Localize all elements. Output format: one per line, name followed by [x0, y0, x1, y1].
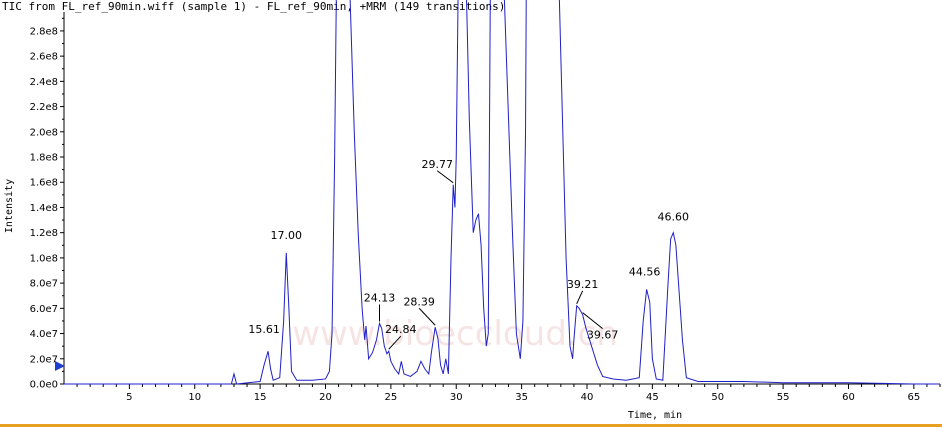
peak-label: 24.13	[364, 291, 396, 304]
peak-label-leader	[582, 312, 603, 330]
peak-label-leader	[576, 290, 584, 305]
x-tick-label: 5	[126, 392, 132, 403]
y-tick-label: 2.6e8	[30, 52, 58, 63]
y-tick-label: 1.2e8	[30, 228, 58, 239]
bottom-border	[0, 424, 942, 427]
y-tick-label: 4.0e7	[30, 329, 58, 340]
tic-trace-line	[64, 0, 940, 385]
peak-label-leader	[436, 170, 454, 184]
peak-label: 15.61	[248, 323, 280, 336]
peak-label-leader	[388, 335, 402, 350]
x-tick-label: 50	[711, 392, 724, 403]
y-tick-label: 2.8e8	[30, 26, 58, 37]
peak-label: 29.77	[421, 158, 453, 171]
annotation-group: 15.6117.0021.0824.1324.8428.3929.7730.38…	[248, 158, 690, 350]
peak-label: 24.84	[385, 323, 417, 336]
x-tick-label: 30	[450, 392, 463, 403]
y-axis-label: Intensity	[4, 179, 15, 233]
x-axis-label: Time, min	[628, 410, 682, 421]
peak-label: 17.00	[271, 229, 303, 242]
peak-label: 39.67	[587, 329, 619, 342]
x-tick-label: 60	[842, 392, 855, 403]
chart-title: TIC from FL_ref_90min.wiff (sample 1) - …	[2, 0, 506, 13]
x-tick-label: 55	[777, 392, 790, 403]
x-tick-label: 45	[646, 392, 659, 403]
x-tick-label: 35	[515, 392, 528, 403]
trace-group	[64, 0, 940, 385]
y-tick-label: 2.0e8	[30, 127, 58, 138]
y-tick-label: 8.0e7	[30, 279, 58, 290]
x-tick-label: 15	[254, 392, 267, 403]
y-tick-label: 2.4e8	[30, 77, 58, 88]
y-tick-label: 0.0e0	[30, 380, 58, 391]
y-tick-label: 2.0e7	[30, 354, 58, 365]
x-tick-label: 65	[907, 392, 920, 403]
axes: 0.0e0 2.0e7 4.0e7 6.0e7 8.0e7 1.0e8 1.2e8 1.4e8…	[30, 12, 941, 403]
peak-label: 46.60	[658, 211, 690, 224]
y-tick-label: 6.0e7	[30, 304, 58, 315]
x-tick-label: 40	[581, 392, 594, 403]
peak-label: 39.21	[567, 278, 599, 291]
peak-label-leader	[418, 307, 436, 326]
peak-label: 28.39	[403, 295, 435, 308]
watermark: www.bioeccloud.cn	[292, 314, 618, 354]
y-tick-label: 2.2e8	[30, 102, 58, 113]
baseline-marker-icon	[55, 361, 65, 371]
y-tick-label: 1.0e8	[30, 253, 58, 264]
peak-label: 44.56	[629, 265, 661, 278]
x-tick-label: 20	[319, 392, 332, 403]
y-tick-label: 1.4e8	[30, 203, 58, 214]
x-tick-label: 10	[188, 392, 201, 403]
x-tick-label: 25	[384, 392, 397, 403]
y-tick-label: 1.6e8	[30, 178, 58, 189]
y-tick-label: 1.8e8	[30, 153, 58, 164]
